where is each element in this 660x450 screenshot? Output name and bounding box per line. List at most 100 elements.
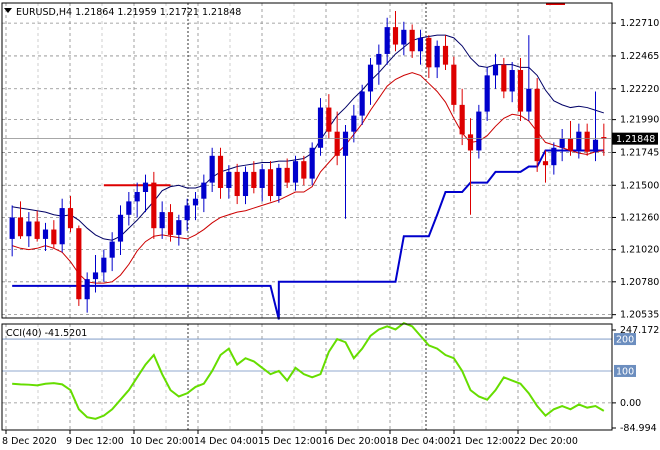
cci-label: CCI(40) -41.5201: [6, 328, 87, 339]
candle-body: [559, 138, 565, 148]
candle-body: [134, 192, 140, 202]
candle-body: [451, 64, 457, 105]
candle-body: [401, 29, 407, 45]
candle-body: [84, 279, 90, 300]
candle-body: [267, 169, 274, 197]
candle-body: [126, 201, 132, 215]
candle-body: [551, 147, 557, 166]
candle-body: [309, 147, 315, 179]
current-price-box: [612, 132, 658, 145]
candle-body: [226, 171, 232, 188]
candle-body: [526, 88, 532, 112]
candle-body: [351, 115, 357, 132]
candle-body: [159, 212, 165, 229]
candle-body: [301, 161, 307, 179]
candle-body: [476, 111, 482, 151]
cci-level-badge: [614, 333, 636, 346]
time-tick-label: 15 Dec 12:00: [258, 436, 322, 447]
current-price-label: 1.21848: [616, 134, 655, 145]
chart-menu-arrow-icon[interactable]: [4, 8, 12, 13]
candle-body: [34, 221, 40, 239]
candle-body: [501, 64, 507, 92]
price-tick-label: 1.22220: [620, 84, 659, 95]
candle-body: [509, 70, 515, 92]
time-tick-label: 10 Dec 20:00: [130, 436, 194, 447]
candle-body: [251, 171, 257, 188]
candle-body: [517, 70, 524, 112]
candle-body: [584, 131, 590, 152]
time-tick-label: 9 Dec 12:00: [66, 436, 124, 447]
time-tick-label: 22 Dec 20:00: [514, 436, 578, 447]
candle-body: [334, 131, 340, 156]
candle-body: [492, 64, 499, 76]
candle-body: [192, 198, 199, 206]
cci-tick-label: -84.994: [620, 423, 657, 434]
candle-body: [234, 171, 240, 197]
stop-line-path: [12, 149, 604, 320]
candle-body: [17, 217, 24, 237]
candle-body: [76, 228, 82, 300]
price-tick-label: 1.21500: [620, 180, 659, 191]
candle-body: [426, 37, 432, 68]
cci-line: [12, 321, 605, 420]
candle-body: [417, 37, 424, 52]
candle-body: [151, 182, 157, 229]
price-tick-label: 1.20535: [620, 310, 659, 321]
candle-body: [67, 208, 74, 229]
price-tick-label: 1.22710: [620, 18, 659, 29]
candle-body: [259, 169, 265, 188]
candle-body: [117, 214, 124, 242]
candle-body: [542, 161, 549, 166]
candle-body: [317, 107, 324, 148]
candle-body: [284, 167, 290, 183]
time-tick-label: 21 Dec 12:00: [450, 436, 514, 447]
candle-body: [601, 137, 607, 139]
candle-body: [184, 205, 190, 221]
candle-body: [384, 27, 390, 54]
candle-body: [176, 220, 182, 235]
candle-body: [51, 229, 57, 245]
candle-body: [359, 91, 365, 116]
candle-body: [167, 212, 174, 235]
candle-body: [434, 45, 440, 68]
lower-band-line: [12, 72, 604, 284]
candle-body: [484, 75, 490, 112]
candle-body: [467, 134, 474, 151]
candle-body: [409, 29, 415, 52]
candle-body: [142, 182, 149, 192]
candle-body: [59, 208, 65, 245]
candle-body: [576, 131, 582, 151]
price-panel-frame: [1, 2, 613, 319]
candle-body: [242, 171, 249, 197]
candles: [9, 11, 607, 313]
cci-level-badge: [614, 364, 636, 377]
cci-panel-frame: [1, 323, 613, 431]
candle-body: [209, 155, 215, 183]
candle-body: [367, 64, 374, 92]
cci-tick-label: 200: [616, 335, 634, 346]
time-tick-label: 8 Dec 2020: [2, 436, 57, 447]
candle-body: [442, 45, 449, 65]
price-tick-label: 1.20780: [620, 277, 659, 288]
candle-body: [276, 167, 282, 197]
candle-body: [92, 272, 99, 280]
cci-indicator: [2, 321, 612, 420]
candle-body: [392, 27, 399, 45]
candle-body: [42, 229, 49, 239]
symbol-label: EURUSD,H4 1.21864 1.21959 1.21721 1.2184…: [16, 7, 241, 18]
candle-body: [109, 241, 115, 258]
candle-body: [26, 221, 32, 237]
candle-body: [201, 182, 207, 199]
time-tick-label: 14 Dec 04:00: [194, 436, 258, 447]
time-tick-label: 16 Dec 20:00: [322, 436, 386, 447]
price-tick-label: 1.21990: [620, 115, 659, 126]
candle-body: [326, 107, 332, 132]
candle-body: [592, 139, 599, 152]
price-tick-label: 1.22465: [620, 51, 659, 62]
price-tick-label: 1.21020: [620, 245, 659, 256]
candle-body: [376, 53, 382, 65]
